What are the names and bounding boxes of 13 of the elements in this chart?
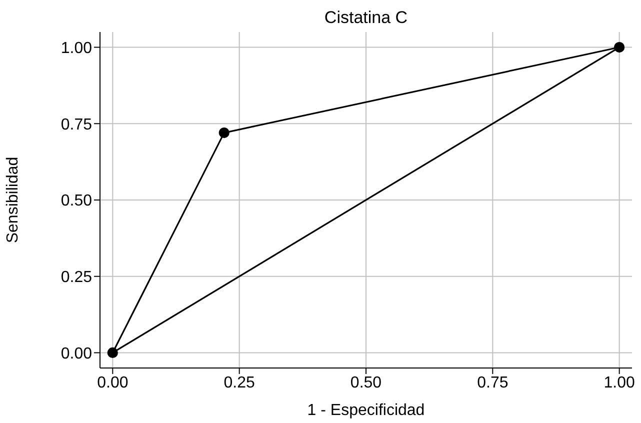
x-tick-label: 0.50 xyxy=(350,374,382,392)
x-axis-title: 1 - Especificidad xyxy=(307,402,425,419)
x-tick-label: 0.25 xyxy=(224,374,256,392)
y-tick-label: 0.25 xyxy=(60,269,92,286)
y-tick-label: 1.00 xyxy=(60,40,92,57)
chart-title: Cistatina C xyxy=(323,8,409,28)
y-tick-label: 0.00 xyxy=(60,345,92,362)
x-tick-label: 1.00 xyxy=(604,374,636,392)
x-tick-label: 0.75 xyxy=(477,374,508,392)
y-tick-label: 0.50 xyxy=(60,192,92,210)
x-tick-label: 0.00 xyxy=(97,374,128,392)
y-tick-label: 0.75 xyxy=(60,116,92,134)
y-axis-title: Sensibilidad xyxy=(4,156,22,244)
